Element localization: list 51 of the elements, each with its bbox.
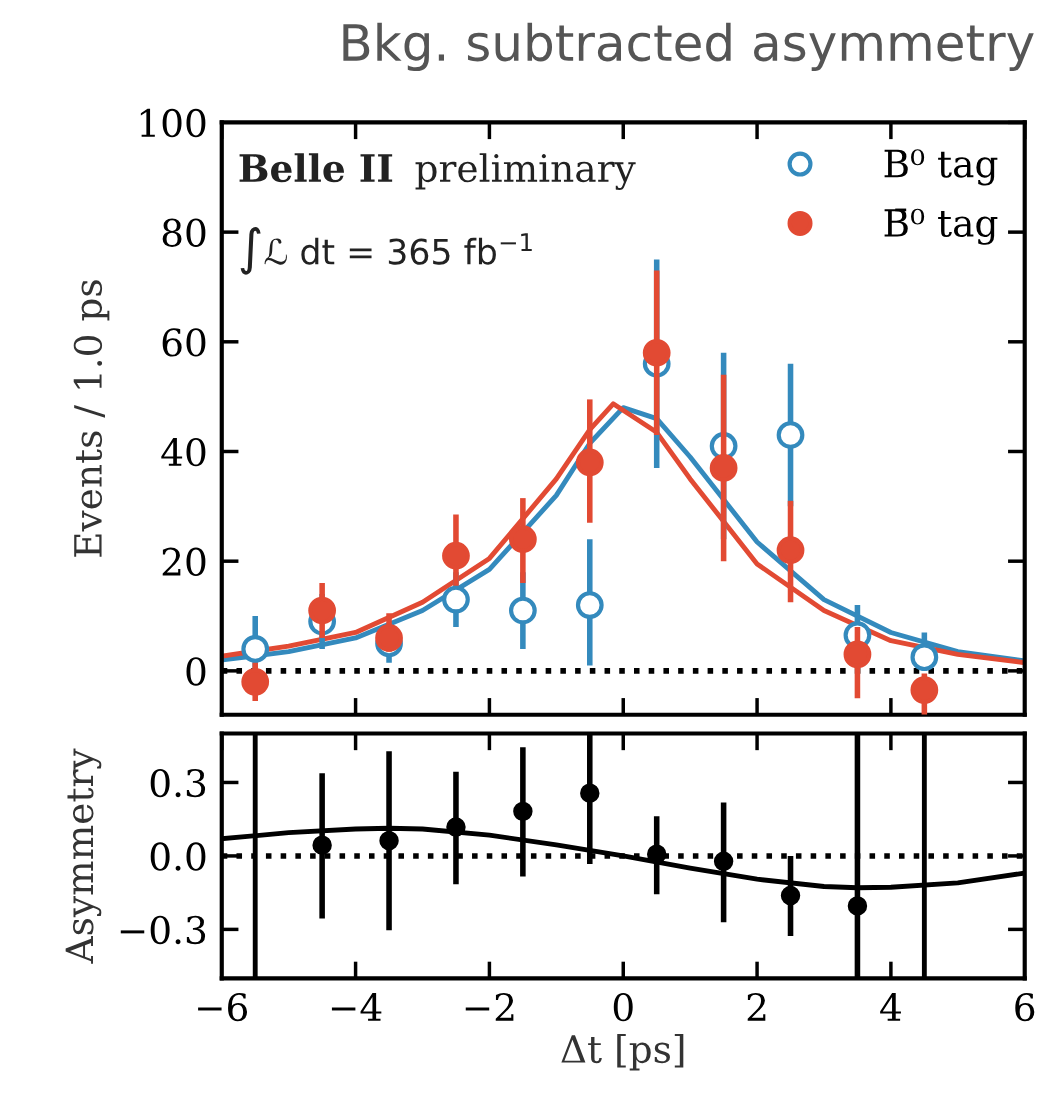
y-tick-label: 80	[162, 218, 206, 247]
point	[375, 624, 403, 652]
point	[241, 667, 270, 696]
point	[575, 448, 604, 477]
y-tick-label: 100	[140, 108, 206, 138]
point	[379, 831, 399, 851]
y-axis-title: Events / 1.0 ps	[73, 280, 110, 557]
point	[776, 421, 805, 449]
legend-label: B⁰ tag	[884, 149, 998, 186]
point	[580, 783, 600, 803]
point	[780, 885, 801, 906]
y-tick-label: 20	[162, 547, 206, 576]
point	[308, 596, 337, 625]
x-tick-label: 6	[1015, 992, 1035, 1022]
y-tick-label: 0.0	[150, 842, 206, 871]
point	[442, 585, 470, 614]
y-tick-label: 60	[162, 328, 206, 357]
point	[312, 835, 332, 855]
chart-title: Bkg. subtracted asymmetry	[343, 22, 1034, 72]
point	[713, 851, 734, 872]
y-tick-label: 40	[161, 437, 206, 467]
legend-label: B̄⁰ tag	[884, 208, 998, 245]
point	[508, 525, 537, 554]
point	[847, 896, 868, 916]
point	[575, 591, 604, 619]
y-axis-title: Asymmetry	[65, 748, 102, 964]
point	[709, 454, 738, 482]
point	[241, 635, 270, 663]
point	[910, 643, 939, 672]
point	[646, 844, 667, 864]
x-tick-label: 0	[613, 992, 633, 1022]
point	[513, 801, 533, 822]
y-tick-label: 0	[186, 657, 206, 686]
point	[442, 541, 470, 570]
point	[508, 596, 537, 625]
x-axis-title: Δt [ps]	[561, 1034, 684, 1071]
y-tick-label: −0.3	[120, 915, 206, 945]
point	[843, 640, 872, 669]
y-tick-label: 0.3	[150, 768, 206, 798]
x-tick-label: 4	[880, 992, 901, 1021]
annotation: ∫ℒ dt = 365 fb$^{−1}$	[240, 227, 532, 275]
x-tick-label: −4	[331, 992, 382, 1021]
x-tick-label: −6	[198, 992, 248, 1022]
x-tick-label: −2	[465, 992, 514, 1021]
annotation: preliminary	[415, 153, 636, 190]
point	[642, 338, 671, 367]
point	[446, 817, 466, 837]
x-tick-label: 2	[747, 992, 766, 1021]
point	[776, 536, 805, 565]
annotation: Belle II	[239, 153, 393, 183]
point	[910, 676, 939, 704]
